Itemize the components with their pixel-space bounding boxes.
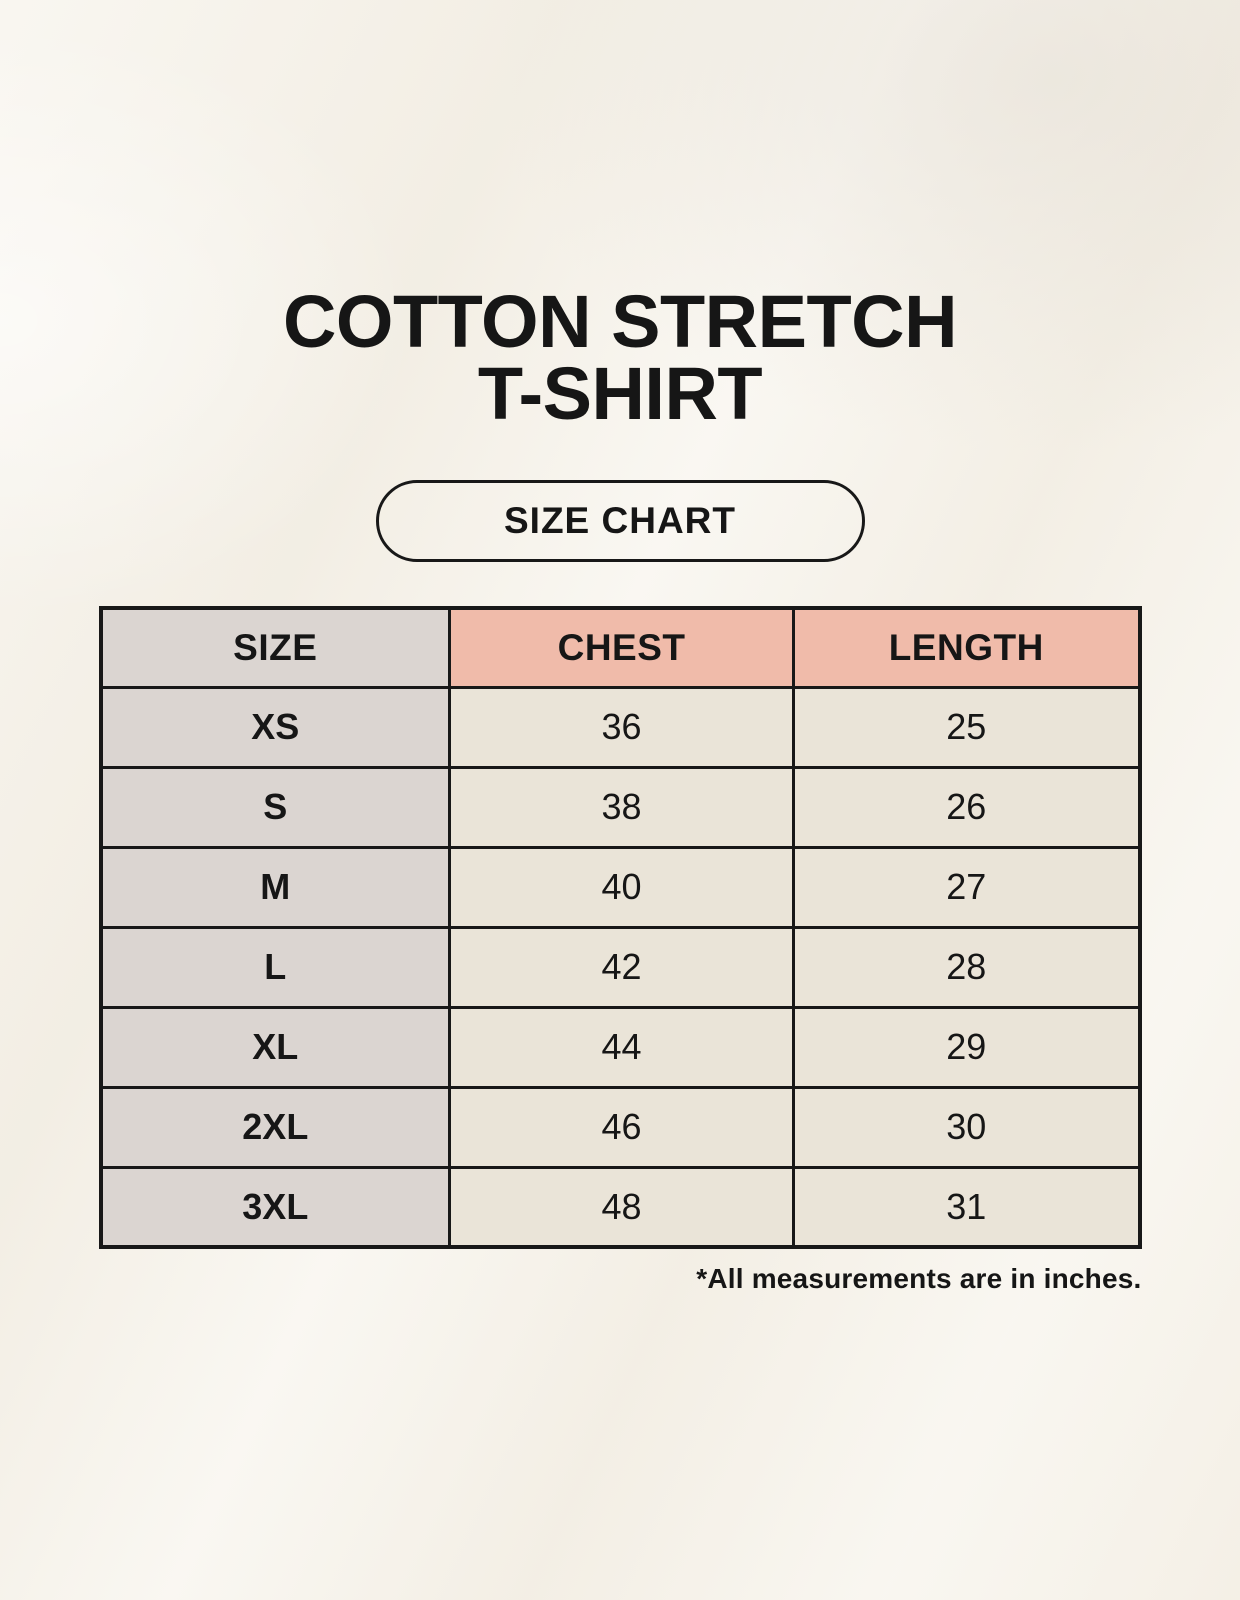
size-chart-badge: SIZE CHART [375, 480, 865, 562]
table-row-2xl: 2XL 46 30 [98, 1085, 1141, 1169]
table-row-3xl: 3XL 48 31 [98, 1165, 1141, 1249]
length-cell: 27 [792, 845, 1141, 929]
table-row-m: M 40 27 [98, 845, 1141, 929]
table-row-xl: XL 44 29 [98, 1005, 1141, 1089]
column-header-size: SIZE [98, 606, 452, 689]
size-table: SIZE CHEST LENGTH XS 36 25 S 38 26 M 40 … [98, 606, 1142, 1249]
length-cell: 25 [792, 685, 1141, 769]
product-title: COTTON STRETCH T-SHIRT [0, 280, 1240, 435]
product-title-line-1: COTTON STRETCH [282, 280, 958, 363]
product-title-line-2: T-SHIRT [477, 352, 763, 435]
length-cell: 29 [792, 1005, 1141, 1089]
size-cell: XS [98, 685, 452, 769]
column-header-chest: CHEST [448, 606, 795, 689]
chest-cell: 42 [448, 925, 795, 1009]
size-cell: 2XL [98, 1085, 452, 1169]
table-row-l: L 42 28 [98, 925, 1141, 1009]
table-row-s: S 38 26 [98, 765, 1141, 849]
size-chart-badge-label: SIZE CHART [504, 500, 736, 541]
length-cell: 30 [792, 1085, 1141, 1169]
chest-cell: 48 [448, 1165, 795, 1249]
size-cell: L [98, 925, 452, 1009]
chest-cell: 44 [448, 1005, 795, 1089]
chest-cell: 38 [448, 765, 795, 849]
size-cell: M [98, 845, 452, 929]
measurements-footnote: *All measurements are in inches. [696, 1263, 1142, 1294]
length-cell: 31 [792, 1165, 1141, 1249]
column-header-length: LENGTH [792, 606, 1141, 689]
length-cell: 28 [792, 925, 1141, 1009]
size-cell: S [98, 765, 452, 849]
table-row-xs: XS 36 25 [98, 685, 1141, 769]
length-cell: 26 [792, 765, 1141, 849]
size-cell: XL [98, 1005, 452, 1089]
chest-cell: 46 [448, 1085, 795, 1169]
chest-cell: 40 [448, 845, 795, 929]
chest-cell: 36 [448, 685, 795, 769]
table-header-row: SIZE CHEST LENGTH [98, 606, 1141, 689]
size-cell: 3XL [98, 1165, 452, 1249]
